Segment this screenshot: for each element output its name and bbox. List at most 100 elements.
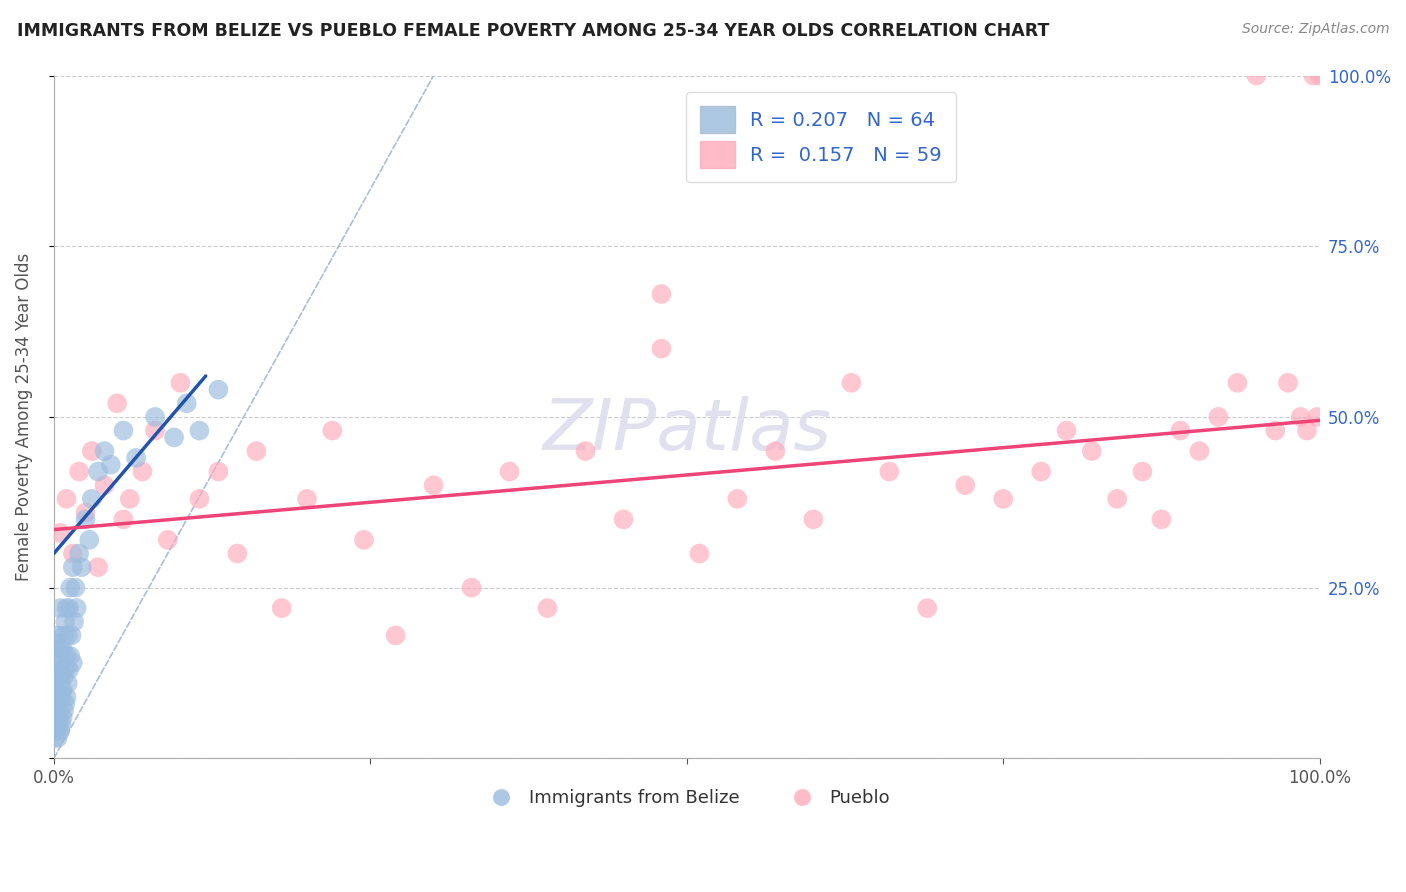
Point <box>1264 424 1286 438</box>
Point <box>48 697 70 711</box>
Point <box>53 663 76 677</box>
Point <box>44 731 66 745</box>
Point <box>536 601 558 615</box>
Point <box>1296 424 1319 438</box>
Point <box>1056 424 1078 438</box>
Point <box>87 560 110 574</box>
Point <box>955 478 977 492</box>
Text: IMMIGRANTS FROM BELIZE VS PUEBLO FEMALE POVERTY AMONG 25-34 YEAR OLDS CORRELATIO: IMMIGRANTS FROM BELIZE VS PUEBLO FEMALE … <box>17 22 1049 40</box>
Point <box>49 724 72 739</box>
Point <box>48 635 70 649</box>
Point <box>688 547 710 561</box>
Point <box>321 424 343 438</box>
Point <box>48 669 70 683</box>
Point <box>801 512 824 526</box>
Point <box>1188 444 1211 458</box>
Point <box>612 512 634 526</box>
Point <box>55 601 77 615</box>
Point <box>118 491 141 506</box>
Point <box>56 628 79 642</box>
Point <box>75 506 97 520</box>
Point <box>207 383 229 397</box>
Y-axis label: Female Poverty Among 25-34 Year Olds: Female Poverty Among 25-34 Year Olds <box>15 252 32 581</box>
Point <box>574 444 596 458</box>
Point <box>176 396 198 410</box>
Point <box>1150 512 1173 526</box>
Point <box>353 533 375 547</box>
Point <box>49 676 72 690</box>
Point <box>384 628 406 642</box>
Point <box>62 560 84 574</box>
Point <box>1170 424 1192 438</box>
Point <box>1306 409 1329 424</box>
Point <box>52 704 75 718</box>
Text: Source: ZipAtlas.com: Source: ZipAtlas.com <box>1241 22 1389 37</box>
Point <box>63 615 86 629</box>
Point <box>55 491 77 506</box>
Point <box>188 491 211 506</box>
Point <box>46 663 69 677</box>
Point <box>112 512 135 526</box>
Point <box>763 444 786 458</box>
Point <box>52 642 75 657</box>
Point <box>46 628 69 642</box>
Point <box>46 690 69 704</box>
Point <box>112 424 135 438</box>
Point <box>75 512 97 526</box>
Point <box>993 491 1015 506</box>
Point <box>156 533 179 547</box>
Point <box>56 676 79 690</box>
Point <box>51 690 73 704</box>
Point <box>131 465 153 479</box>
Point <box>917 601 939 615</box>
Point <box>60 628 83 642</box>
Point <box>55 690 77 704</box>
Point <box>53 615 76 629</box>
Point <box>52 628 75 642</box>
Point <box>48 717 70 731</box>
Point <box>59 581 82 595</box>
Point <box>725 491 748 506</box>
Point <box>52 683 75 698</box>
Point <box>58 663 80 677</box>
Point <box>650 342 672 356</box>
Point <box>70 560 93 574</box>
Point <box>1302 69 1324 83</box>
Point <box>270 601 292 615</box>
Point <box>46 710 69 724</box>
Point <box>62 656 84 670</box>
Point <box>80 444 103 458</box>
Point <box>45 724 67 739</box>
Point <box>1226 376 1249 390</box>
Point <box>45 704 67 718</box>
Point <box>143 424 166 438</box>
Point <box>460 581 482 595</box>
Point <box>65 601 87 615</box>
Point <box>93 444 115 458</box>
Point <box>87 465 110 479</box>
Text: ZIPatlas: ZIPatlas <box>543 396 831 465</box>
Point <box>77 533 100 547</box>
Point <box>53 697 76 711</box>
Point <box>80 491 103 506</box>
Point <box>1309 69 1331 83</box>
Point <box>1081 444 1104 458</box>
Point <box>51 717 73 731</box>
Point <box>51 656 73 670</box>
Point <box>65 581 87 595</box>
Point <box>49 526 72 541</box>
Point <box>1031 465 1053 479</box>
Legend: Immigrants from Belize, Pueblo: Immigrants from Belize, Pueblo <box>477 781 897 814</box>
Point <box>143 409 166 424</box>
Point <box>49 601 72 615</box>
Point <box>245 444 267 458</box>
Point <box>44 697 66 711</box>
Point <box>58 601 80 615</box>
Point <box>44 669 66 683</box>
Point <box>1107 491 1129 506</box>
Point <box>44 717 66 731</box>
Point <box>498 465 520 479</box>
Point <box>650 287 672 301</box>
Point <box>1289 409 1312 424</box>
Point <box>100 458 122 472</box>
